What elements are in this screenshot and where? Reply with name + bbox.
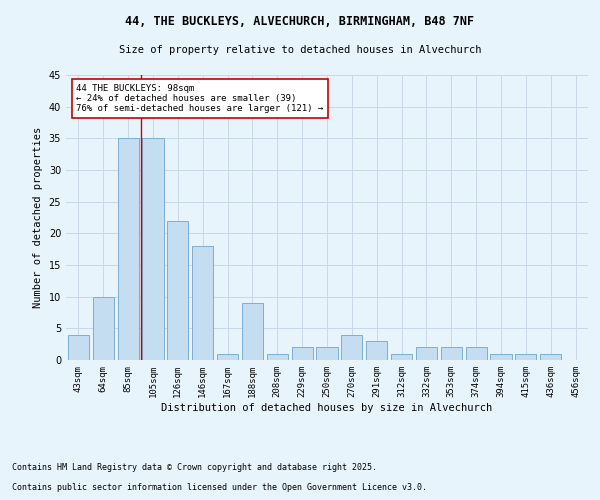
Bar — [316, 348, 338, 360]
Bar — [93, 296, 114, 360]
Bar — [391, 354, 412, 360]
X-axis label: Distribution of detached houses by size in Alvechurch: Distribution of detached houses by size … — [161, 402, 493, 412]
Text: Contains public sector information licensed under the Open Government Licence v3: Contains public sector information licen… — [12, 484, 427, 492]
Bar — [142, 138, 164, 360]
Y-axis label: Number of detached properties: Number of detached properties — [33, 127, 43, 308]
Text: 44 THE BUCKLEYS: 98sqm
← 24% of detached houses are smaller (39)
76% of semi-det: 44 THE BUCKLEYS: 98sqm ← 24% of detached… — [76, 84, 323, 114]
Bar — [466, 348, 487, 360]
Bar — [118, 138, 139, 360]
Bar — [267, 354, 288, 360]
Text: Contains HM Land Registry data © Crown copyright and database right 2025.: Contains HM Land Registry data © Crown c… — [12, 464, 377, 472]
Bar — [515, 354, 536, 360]
Bar — [366, 341, 387, 360]
Bar — [416, 348, 437, 360]
Text: Size of property relative to detached houses in Alvechurch: Size of property relative to detached ho… — [119, 45, 481, 55]
Bar — [167, 220, 188, 360]
Bar — [341, 334, 362, 360]
Bar — [292, 348, 313, 360]
Text: 44, THE BUCKLEYS, ALVECHURCH, BIRMINGHAM, B48 7NF: 44, THE BUCKLEYS, ALVECHURCH, BIRMINGHAM… — [125, 15, 475, 28]
Bar — [192, 246, 213, 360]
Bar — [68, 334, 89, 360]
Bar — [217, 354, 238, 360]
Bar — [441, 348, 462, 360]
Bar — [490, 354, 512, 360]
Bar — [540, 354, 561, 360]
Bar — [242, 303, 263, 360]
